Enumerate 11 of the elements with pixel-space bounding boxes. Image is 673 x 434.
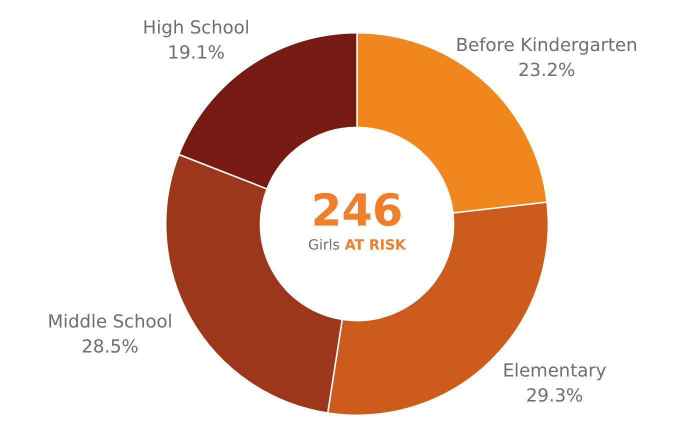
slice-label: Elementary — [502, 360, 607, 382]
slice-label: High School — [142, 17, 250, 38]
text: Girls — [308, 238, 340, 254]
data-label: 29.3% — [526, 386, 584, 407]
text: AT RISK — [344, 238, 408, 254]
text: 246 — [311, 185, 403, 236]
data-label: 28.5% — [81, 336, 139, 358]
slice-label: Middle School — [48, 311, 173, 332]
slice-label: Before Kindergarten — [456, 34, 638, 56]
data-label: 19.1% — [168, 42, 225, 64]
data-label: 23.2% — [518, 60, 576, 81]
